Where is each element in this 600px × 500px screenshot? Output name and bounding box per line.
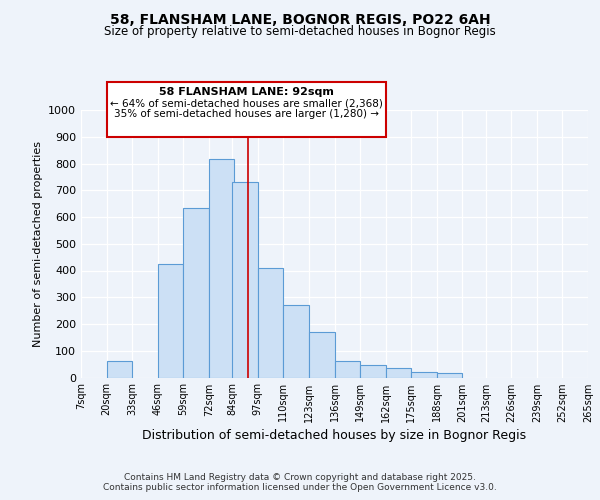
Bar: [309, 332, 335, 378]
Bar: [283, 306, 309, 378]
Y-axis label: Number of semi-detached properties: Number of semi-detached properties: [32, 141, 43, 347]
Bar: [158, 264, 183, 378]
Bar: [107, 362, 132, 378]
Bar: [209, 160, 234, 378]
Text: Size of property relative to semi-detached houses in Bognor Regis: Size of property relative to semi-detach…: [104, 25, 496, 38]
Text: 35% of semi-detached houses are larger (1,280) →: 35% of semi-detached houses are larger (…: [113, 109, 379, 119]
X-axis label: Distribution of semi-detached houses by size in Bognor Regis: Distribution of semi-detached houses by …: [142, 429, 527, 442]
Bar: [360, 366, 386, 378]
Bar: [258, 268, 283, 378]
Text: Contains public sector information licensed under the Open Government Licence v3: Contains public sector information licen…: [103, 484, 497, 492]
Text: 58, FLANSHAM LANE, BOGNOR REGIS, PO22 6AH: 58, FLANSHAM LANE, BOGNOR REGIS, PO22 6A…: [110, 12, 490, 26]
Bar: [437, 374, 462, 378]
Bar: [411, 372, 437, 378]
Text: ← 64% of semi-detached houses are smaller (2,368): ← 64% of semi-detached houses are smalle…: [110, 98, 383, 108]
Bar: [386, 368, 411, 378]
Bar: [232, 182, 258, 378]
Bar: [183, 208, 209, 378]
Text: Contains HM Land Registry data © Crown copyright and database right 2025.: Contains HM Land Registry data © Crown c…: [124, 472, 476, 482]
Text: 58 FLANSHAM LANE: 92sqm: 58 FLANSHAM LANE: 92sqm: [158, 88, 334, 98]
Bar: [335, 362, 360, 378]
